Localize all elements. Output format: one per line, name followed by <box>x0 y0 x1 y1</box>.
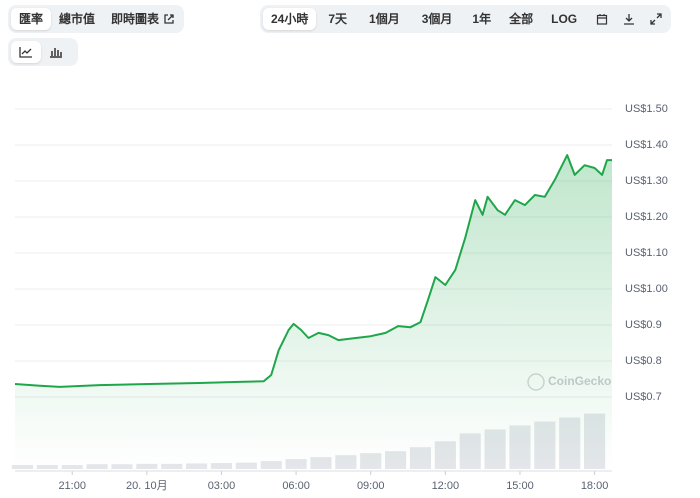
x-tick-label: 21:00 <box>58 480 86 492</box>
external-icon <box>164 14 174 24</box>
y-tick-label: US$1.10 <box>625 247 668 259</box>
line-icon <box>19 47 32 58</box>
y-tick-label: US$1.00 <box>625 283 668 295</box>
calendar-button[interactable] <box>589 8 614 30</box>
download-button[interactable] <box>616 8 641 30</box>
calendar-icon <box>596 14 607 25</box>
fullscreen-button[interactable] <box>643 8 668 30</box>
x-tick-label: 12:00 <box>432 480 460 492</box>
download-icon <box>623 14 634 25</box>
x-tick-label: 20. 10月 <box>126 480 168 492</box>
range[interactable]: 1年 <box>472 12 492 26</box>
expand-icon <box>649 13 662 25</box>
y-tick-label: US$0.9 <box>625 319 662 331</box>
x-tick-label: 09:00 <box>357 480 385 492</box>
range[interactable]: 3個月 <box>421 12 453 26</box>
range[interactable]: 7天 <box>328 12 348 26</box>
range[interactable]: 24小時 <box>263 8 317 30</box>
x-tick-label: 06:00 <box>282 480 310 492</box>
view-tabs: 匯率 總市值 即時圖表 <box>8 5 184 33</box>
area <box>15 155 612 469</box>
line-chart-button[interactable] <box>11 41 41 63</box>
chart-type <box>8 38 78 66</box>
price-line <box>14 154 612 388</box>
y-tick-label: US$1.40 <box>625 139 668 151</box>
range-tabs: 24小時 7天 1個月 3個月 1年 全部 LOG <box>260 5 671 33</box>
y-tick-label: US$0.7 <box>625 391 662 403</box>
range[interactable]: 1個月 <box>369 12 400 26</box>
bar-icon <box>50 48 62 58</box>
x-tick-label: 03:00 <box>208 480 236 492</box>
candle-chart-button[interactable] <box>41 41 71 63</box>
y-tick-label: US$1.30 <box>625 175 668 187</box>
log-toggle[interactable]: LOG <box>551 12 578 26</box>
range[interactable]: 全部 <box>509 12 534 26</box>
y-tick-label: US$0.8 <box>625 355 662 367</box>
x-tick-label: 18:00 <box>581 480 609 492</box>
tab-link[interactable]: 即時圖表 <box>103 8 183 30</box>
tab[interactable]: 匯率 <box>11 8 52 30</box>
x-tick-label: 15:00 <box>506 480 534 492</box>
tab[interactable]: 總市值 <box>59 12 96 26</box>
y-tick-label: US$1.20 <box>625 211 668 223</box>
y-tick-label: US$1.50 <box>625 103 668 115</box>
tab-label: 即時圖表 <box>111 12 160 26</box>
